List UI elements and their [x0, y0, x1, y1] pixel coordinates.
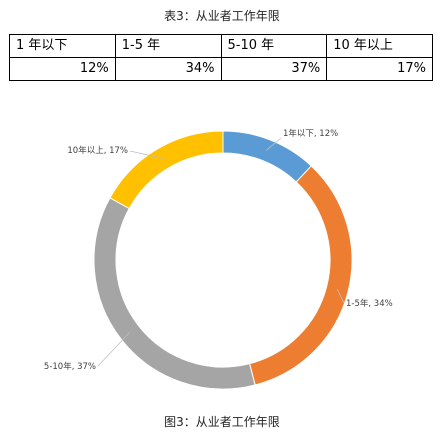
- leader-line-5-10: [97, 332, 131, 367]
- table-cell: 17%: [326, 57, 433, 81]
- leader-line-1: [266, 137, 282, 151]
- data-label-10: 10年以上, 17%: [67, 145, 128, 156]
- table-cell: 37%: [220, 57, 328, 81]
- table-header-cell: 1 年以下: [9, 34, 116, 58]
- table-cell: 34%: [114, 57, 222, 81]
- data-label-1-5: 1-5年, 34%: [346, 298, 393, 309]
- table-cell: 12%: [9, 57, 116, 81]
- table-header-row: 1 年以下 1-5 年 5-10 年 10 年以上: [9, 34, 433, 58]
- donut-slice-5-10: [93, 197, 256, 390]
- donut-slice-1-5: [249, 165, 353, 386]
- figure-caption: 图3：从业者工作年限: [164, 415, 280, 429]
- table-row: 12% 34% 37% 17%: [9, 57, 433, 81]
- leader-line-10: [129, 150, 164, 159]
- table-header-cell: 10 年以上: [326, 34, 433, 58]
- table-header-cell: 5-10 年: [220, 34, 328, 58]
- data-label-1: 1年以下, 12%: [283, 128, 338, 139]
- donut-slice-10: [109, 130, 224, 210]
- table-title: 表3：从业者工作年限: [164, 9, 280, 23]
- data-label-5-10: 5-10年, 37%: [44, 361, 96, 372]
- leader-line-1-5: [336, 289, 345, 304]
- stats-table: 1 年以下 1-5 年 5-10 年 10 年以上 12% 34% 37% 17…: [9, 34, 433, 81]
